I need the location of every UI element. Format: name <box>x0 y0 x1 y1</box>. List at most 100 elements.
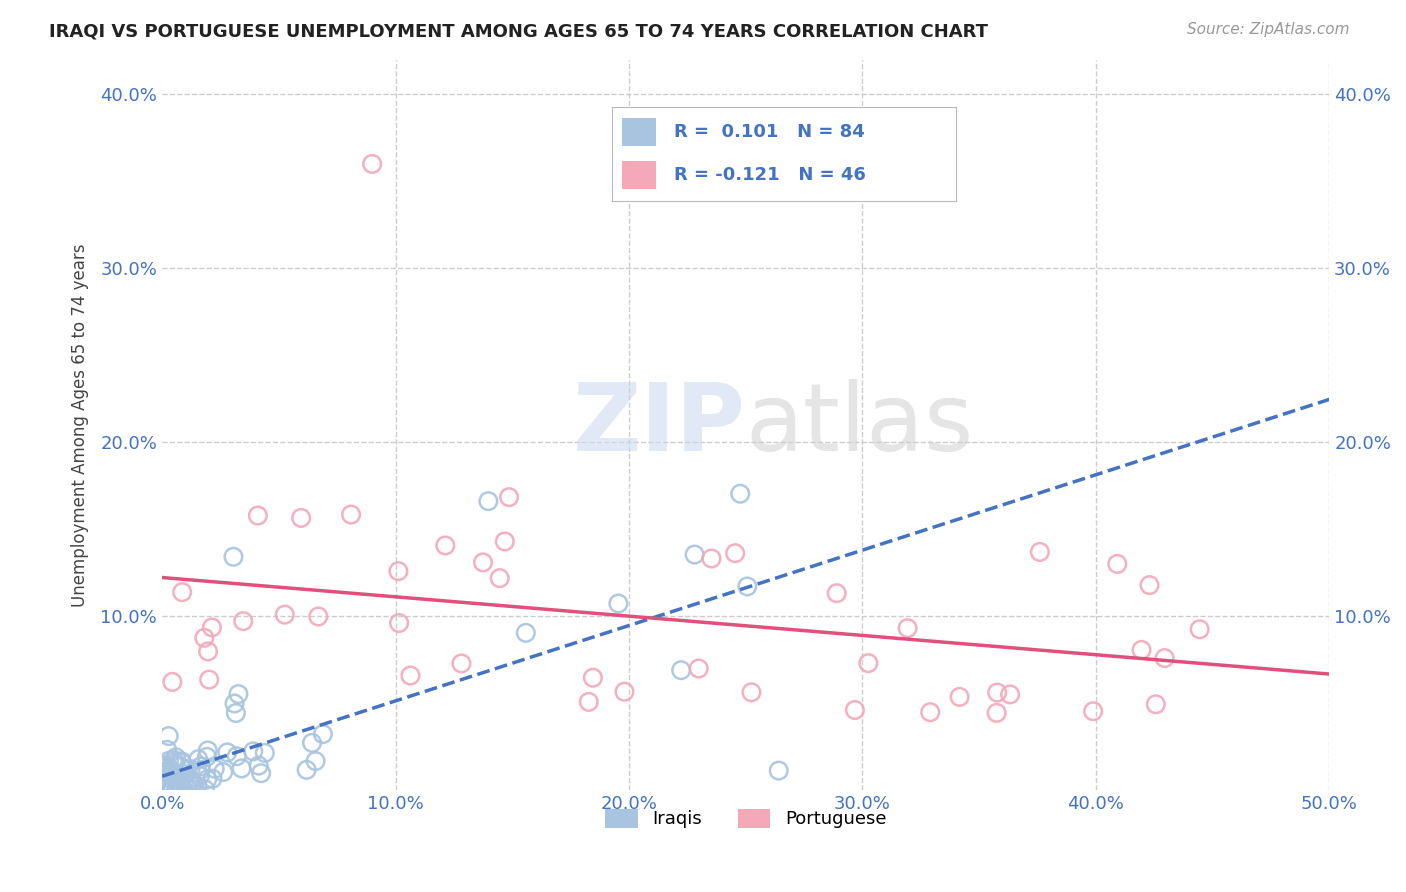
Point <box>157 780 180 794</box>
Point <box>159 762 181 776</box>
Point <box>250 766 273 780</box>
Point <box>162 674 184 689</box>
Point <box>190 763 212 777</box>
Point <box>153 780 176 795</box>
Point <box>173 767 195 781</box>
Point <box>153 758 176 772</box>
Point <box>728 487 751 501</box>
Point <box>172 585 194 599</box>
Point <box>246 508 269 523</box>
Point <box>150 777 173 791</box>
Point <box>197 644 219 658</box>
Point <box>177 762 200 776</box>
Y-axis label: Unemployment Among Ages 65 to 74 years: Unemployment Among Ages 65 to 74 years <box>72 243 89 607</box>
Point <box>683 548 706 562</box>
Point <box>155 764 177 779</box>
Point <box>434 538 457 552</box>
Point <box>290 511 312 525</box>
Point <box>472 556 495 570</box>
Point <box>225 706 247 720</box>
Point <box>195 772 218 787</box>
Point <box>222 549 245 564</box>
Point <box>1144 698 1167 712</box>
Point <box>295 763 318 777</box>
Point <box>156 743 179 757</box>
Point <box>228 687 250 701</box>
Point <box>737 579 759 593</box>
Point <box>1107 557 1129 571</box>
Point <box>159 776 181 790</box>
Point <box>156 774 179 789</box>
Text: atlas: atlas <box>745 379 974 471</box>
Point <box>1029 545 1052 559</box>
Point <box>768 764 790 778</box>
Point <box>1130 643 1153 657</box>
Point <box>157 729 180 743</box>
Bar <box>621 119 657 146</box>
Point <box>194 782 217 797</box>
Point <box>1139 578 1161 592</box>
Point <box>153 774 176 789</box>
Point <box>844 703 866 717</box>
Point <box>825 586 848 600</box>
Point <box>172 780 194 795</box>
Point <box>1153 651 1175 665</box>
Text: Source: ZipAtlas.com: Source: ZipAtlas.com <box>1187 22 1350 37</box>
Point <box>160 782 183 797</box>
Point <box>307 609 329 624</box>
Point <box>217 746 239 760</box>
Text: ZIP: ZIP <box>572 379 745 471</box>
Bar <box>621 161 657 189</box>
Point <box>494 534 516 549</box>
Point <box>669 663 692 677</box>
Point <box>1188 622 1211 636</box>
Point <box>582 671 605 685</box>
Point <box>160 764 183 778</box>
Point <box>477 494 499 508</box>
Point <box>498 490 520 504</box>
Point <box>998 687 1021 701</box>
Point <box>253 746 276 760</box>
Text: R =  0.101   N = 84: R = 0.101 N = 84 <box>673 123 865 141</box>
Point <box>186 779 208 793</box>
Point <box>858 656 880 670</box>
Point <box>204 762 226 776</box>
Point <box>688 661 710 675</box>
Point <box>986 706 1008 720</box>
Point <box>162 756 184 771</box>
Point <box>724 546 747 560</box>
Point <box>179 772 201 786</box>
Point <box>170 773 193 788</box>
Point <box>578 695 600 709</box>
Point <box>340 508 363 522</box>
Point <box>224 697 246 711</box>
Point <box>170 756 193 770</box>
Point <box>197 743 219 757</box>
Point <box>152 765 174 780</box>
Point <box>181 779 204 793</box>
Point <box>170 778 193 792</box>
Point <box>450 657 472 671</box>
Point <box>231 761 253 775</box>
Point <box>613 684 636 698</box>
Point <box>274 607 297 622</box>
Point <box>515 625 537 640</box>
Point <box>187 752 209 766</box>
Point <box>150 779 173 793</box>
Text: R = -0.121   N = 46: R = -0.121 N = 46 <box>673 167 866 185</box>
Point <box>312 727 335 741</box>
Point <box>153 761 176 775</box>
Point <box>232 614 254 628</box>
Point <box>179 773 201 788</box>
Point <box>198 673 221 687</box>
Point <box>920 705 942 719</box>
Point <box>201 772 224 786</box>
Point <box>387 564 409 578</box>
Point <box>193 631 215 645</box>
Point <box>165 750 187 764</box>
Point <box>948 690 970 704</box>
Point <box>169 759 191 773</box>
Point <box>184 782 207 797</box>
Point <box>180 762 202 776</box>
Point <box>399 668 422 682</box>
